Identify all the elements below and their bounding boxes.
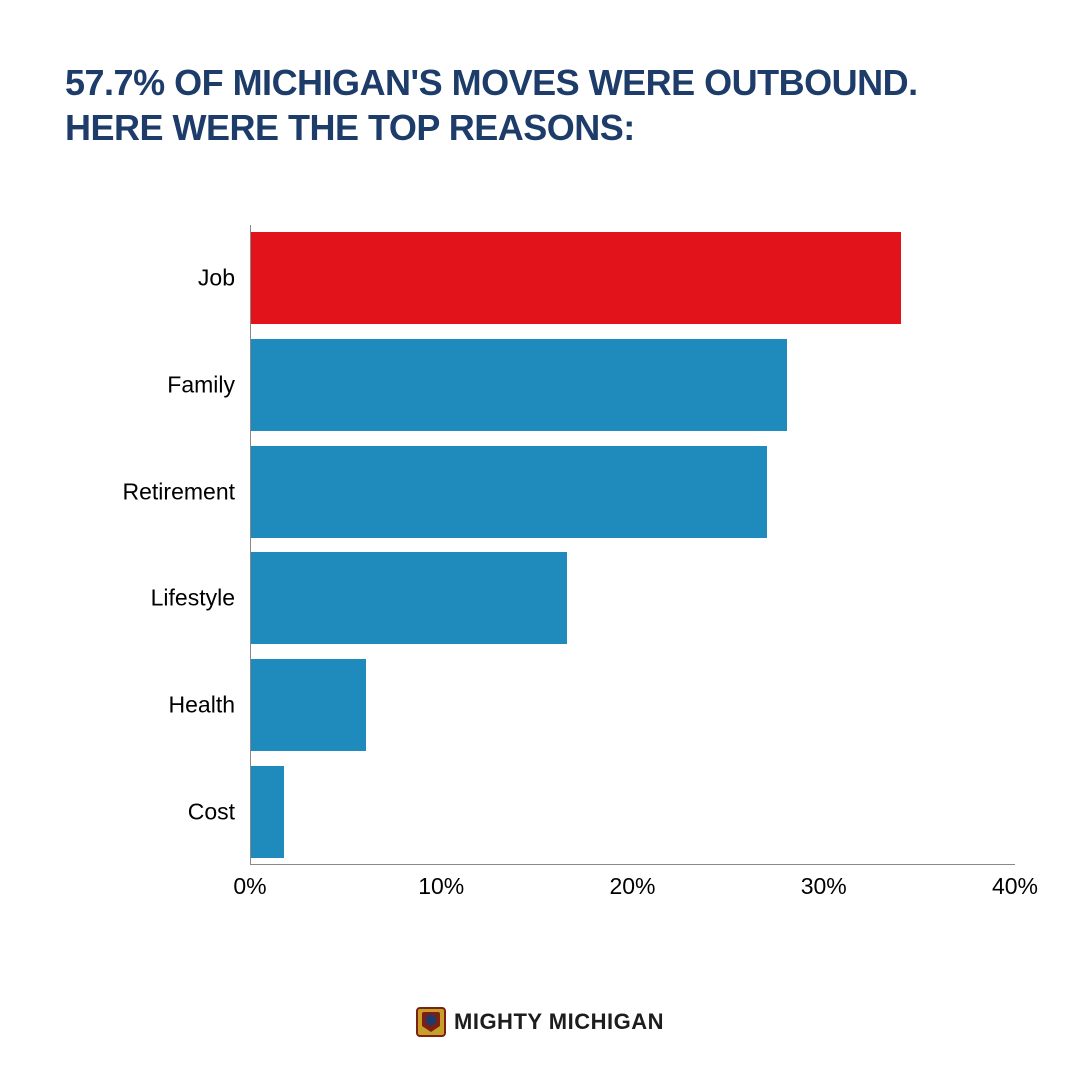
y-axis-labels: Job Family Retirement Lifestyle Health Cost [65,225,250,865]
bar [251,659,366,751]
x-axis-tick-label: 20% [609,873,655,900]
bar [251,552,567,644]
y-axis-label: Job [198,265,235,292]
bar [251,232,901,324]
bar [251,766,284,858]
y-axis-label: Health [169,692,235,719]
x-axis-tick-label: 40% [992,873,1038,900]
chart-title: 57.7% OF MICHIGAN'S MOVES WERE OUTBOUND.… [65,60,1015,150]
bar-chart: Job Family Retirement Lifestyle Health Cost 0… [65,225,1015,915]
title-line-2: HERE WERE THE TOP REASONS: [65,105,1015,150]
y-axis-label: Retirement [123,478,235,505]
y-axis-label: Cost [188,798,235,825]
x-axis-tick-label: 0% [233,873,266,900]
y-axis-label: Family [167,372,235,399]
y-axis-label: Lifestyle [151,585,235,612]
x-axis-tick-label: 30% [801,873,847,900]
bar [251,446,767,538]
x-axis-tick-label: 10% [418,873,464,900]
title-line-1: 57.7% OF MICHIGAN'S MOVES WERE OUTBOUND. [65,60,1015,105]
brand-text: MIGHTY MICHIGAN [454,1009,664,1035]
plot-area [250,225,1015,865]
bar [251,339,787,431]
footer-brand: MIGHTY MICHIGAN [0,1007,1080,1037]
brand-badge-icon [416,1007,446,1037]
